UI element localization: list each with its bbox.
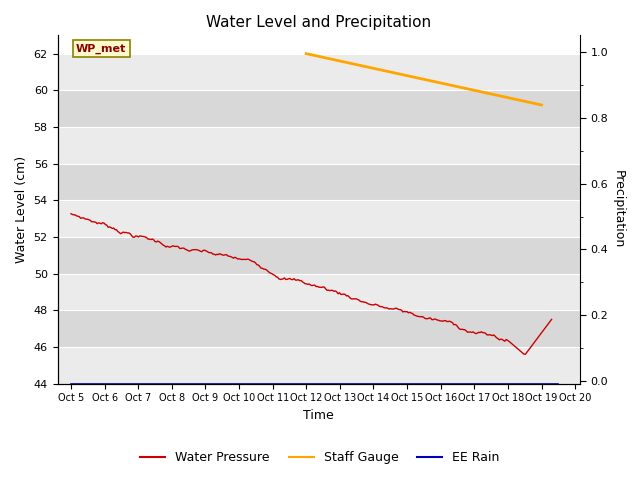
Legend: Water Pressure, Staff Gauge, EE Rain: Water Pressure, Staff Gauge, EE Rain bbox=[136, 446, 504, 469]
Water Pressure bbox=[520, 351, 528, 357]
Water Pressure bbox=[323, 288, 331, 293]
Title: Water Level and Precipitation: Water Level and Precipitation bbox=[206, 15, 431, 30]
Y-axis label: Water Level (cm): Water Level (cm) bbox=[15, 156, 28, 263]
Bar bbox=[58, 127, 580, 164]
Bar bbox=[58, 310, 580, 347]
Bar bbox=[58, 347, 580, 384]
Water Pressure bbox=[351, 296, 358, 302]
Staff Gauge bbox=[538, 102, 545, 108]
Y-axis label: Precipitation: Precipitation bbox=[612, 170, 625, 249]
Bar bbox=[58, 164, 580, 200]
Water Pressure bbox=[529, 342, 536, 348]
Water Pressure bbox=[548, 316, 556, 322]
Line: Staff Gauge: Staff Gauge bbox=[307, 54, 541, 105]
Water Pressure bbox=[67, 211, 75, 216]
X-axis label: Time: Time bbox=[303, 409, 334, 422]
Bar bbox=[58, 200, 580, 237]
Bar bbox=[58, 274, 580, 310]
Bar bbox=[58, 54, 580, 90]
Staff Gauge bbox=[303, 51, 310, 57]
Text: WP_met: WP_met bbox=[76, 44, 126, 54]
Water Pressure bbox=[289, 277, 296, 283]
Water Pressure bbox=[195, 248, 203, 253]
Bar bbox=[58, 237, 580, 274]
Water Pressure bbox=[542, 324, 550, 330]
Line: Water Pressure: Water Pressure bbox=[71, 214, 552, 354]
Bar bbox=[58, 90, 580, 127]
